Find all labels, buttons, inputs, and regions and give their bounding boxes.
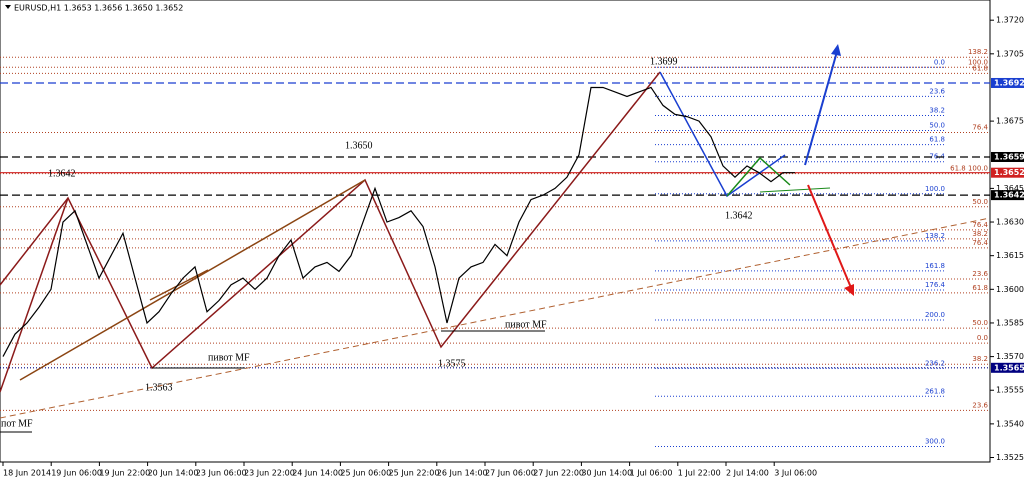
fib-label: 76.4 (972, 221, 988, 229)
price-line (2, 86, 795, 357)
x-tick-label: 1 Jul 06:00 (630, 469, 673, 478)
x-tick-label: 3 Jul 06:00 (774, 469, 817, 478)
price-tag-label: 1.3659 (994, 152, 1024, 161)
fib-label: 0.0 (934, 58, 945, 66)
menu-icon (5, 5, 11, 9)
y-tick-label: 1.3705 (996, 49, 1024, 58)
fib-label: 176.4 (925, 281, 946, 289)
channel-line (19, 179, 366, 381)
fib-label: 100.0 (968, 58, 988, 66)
x-tick-label: 18 Jun 2014 (3, 469, 51, 478)
price-tag-label: 1.3565 (994, 363, 1024, 372)
fib-label: 200.0 (925, 311, 945, 319)
fib-label: 38.2 (972, 230, 988, 238)
x-tick-label: 1 Jul 22:00 (678, 469, 721, 478)
fib-label: 61.8 (972, 284, 988, 292)
arrow-head (844, 284, 854, 296)
x-tick-label: 27 Jun 22:00 (533, 469, 584, 478)
annotation: 1.3642 (725, 210, 753, 221)
x-tick-label: 25 Jun 06:00 (340, 469, 391, 478)
fib-label: 161.8 (925, 262, 945, 270)
y-tick-label: 1.3540 (996, 419, 1024, 428)
fib-label: 236.2 (925, 359, 945, 367)
y-tick-label: 1.3600 (996, 285, 1024, 294)
annotation: пивот MF (208, 352, 250, 363)
zigzag (0, 197, 69, 393)
annotation: пот MF (1, 418, 33, 429)
x-tick-label: 19 Jun 06:00 (51, 469, 102, 478)
y-tick-label: 1.3720 (996, 16, 1024, 25)
price-tag (991, 151, 1024, 162)
fib-label: 76.4 (972, 124, 988, 132)
fib-label: 23.6 (972, 270, 988, 278)
x-tick-label: 19 Jun 22:00 (99, 469, 150, 478)
x-tick-label: 26 Jun 14:00 (437, 469, 488, 478)
fib-label: 23.6 (929, 87, 945, 95)
x-tick-label: 2 Jul 14:00 (726, 469, 769, 478)
triangle (759, 187, 831, 193)
arrow-down (807, 184, 853, 291)
fib-label: 138.2 (968, 48, 988, 56)
y-tick-label: 1.3645 (996, 184, 1024, 193)
x-tick-label: 23 Jun 22:00 (244, 469, 295, 478)
price-tag (991, 167, 1024, 178)
y-tick-label: 1.3555 (996, 386, 1024, 395)
fib-label: 61.8 (929, 136, 945, 144)
fib-label: 61.8 (972, 64, 988, 72)
fib-label: 300.0 (925, 438, 945, 446)
annotation: 1.3563 (145, 382, 173, 393)
fib-label: 23.6 (972, 401, 988, 409)
chart-title: EURUSD,H1 1.3653 1.3656 1.3650 1.3652 (14, 4, 183, 13)
x-tick-label: 25 Jun 22:00 (389, 469, 440, 478)
x-tick-label: 20 Jun 14:00 (148, 469, 199, 478)
y-tick-label: 1.3615 (996, 251, 1024, 260)
fib-label: 38.2 (972, 355, 988, 363)
channel-line (149, 269, 209, 301)
x-tick-label: 30 Jun 14:00 (581, 469, 632, 478)
fib-label: 76.4 (972, 239, 988, 247)
y-tick-label: 1.3585 (996, 318, 1024, 327)
fib-label: 0.0 (977, 334, 988, 342)
annotation: 1.3575 (438, 358, 466, 369)
price-tag (991, 362, 1024, 373)
x-tick-label: 24 Jun 14:00 (292, 469, 343, 478)
price-tag-label: 1.3652 (994, 168, 1024, 177)
fib-label: 50.0 (972, 319, 988, 327)
trend-line (0, 217, 991, 419)
fib-label: 138.2 (925, 232, 945, 240)
arrow-head (831, 44, 841, 56)
y-tick-label: 1.3675 (996, 117, 1024, 126)
fib-label: 61.8 100.0 (950, 165, 988, 173)
price-tag (991, 190, 1024, 201)
fib-label: 261.8 (925, 387, 945, 395)
fib-label: 100.0 (925, 185, 945, 193)
fib-label: 50.0 (972, 198, 988, 206)
price-tag-label: 1.3642 (994, 191, 1024, 200)
arrow-up (804, 47, 839, 166)
x-tick-label: 23 Jun 06:00 (196, 469, 247, 478)
y-tick-label: 1.3525 (996, 453, 1024, 462)
fib-label: 38.2 (929, 107, 945, 115)
y-tick-label: 1.3630 (996, 218, 1024, 227)
annotation: пивот MF (505, 319, 547, 330)
price-tag (991, 77, 1024, 88)
annotation: 1.3650 (345, 140, 373, 151)
fib-label: 50.0 (929, 122, 945, 130)
x-tick-label: 27 Jun 06:00 (485, 469, 536, 478)
y-tick-label: 1.3570 (996, 352, 1024, 361)
pattern-lines (0, 44, 991, 433)
price-tag-label: 1.3692 (994, 78, 1024, 87)
annotation: 1.3642 (48, 168, 76, 179)
main-group: 1.3699 1.3650 1.3642 1.3563 1.3575 1.3642 пиво… (1, 56, 795, 429)
plot-frame (0, 0, 991, 463)
annotation: 1.3699 (650, 56, 678, 67)
zigzag (0, 71, 661, 370)
triangle (726, 156, 791, 197)
